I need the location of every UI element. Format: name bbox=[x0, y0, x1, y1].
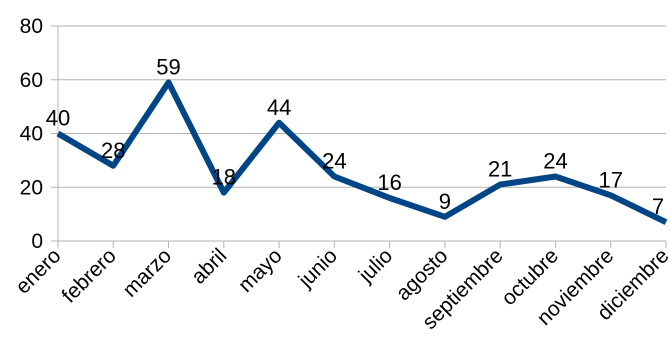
x-tick-label: febrero bbox=[57, 244, 120, 307]
x-tick-label: abril bbox=[187, 244, 231, 288]
y-tick-label: 60 bbox=[20, 69, 43, 92]
data-labels: 40 28 59 18 44 24 16 9 21 24 17 7 bbox=[46, 54, 664, 219]
y-tick-label: 80 bbox=[20, 15, 43, 38]
data-label: 44 bbox=[267, 95, 291, 120]
y-axis-ticks: 0 20 40 60 80 bbox=[20, 15, 43, 253]
data-series bbox=[56, 79, 668, 225]
data-label: 18 bbox=[212, 165, 236, 190]
x-tick-label: marzo bbox=[119, 244, 177, 302]
data-label: 21 bbox=[488, 157, 512, 182]
data-label: 16 bbox=[377, 170, 401, 195]
x-tick-label: julio bbox=[354, 244, 397, 287]
y-tick-label: 0 bbox=[31, 230, 43, 253]
data-label: 24 bbox=[322, 149, 346, 174]
data-label: 28 bbox=[101, 138, 125, 163]
y-tick-label: 20 bbox=[20, 176, 43, 199]
series-line bbox=[56, 79, 668, 225]
gridlines bbox=[51, 25, 667, 248]
data-label: 40 bbox=[46, 106, 70, 131]
x-tick-label: mayo bbox=[234, 244, 287, 297]
data-label: 59 bbox=[156, 54, 180, 79]
x-tick-label: junio bbox=[294, 244, 342, 292]
y-tick-label: 40 bbox=[20, 123, 43, 146]
data-label: 7 bbox=[652, 194, 664, 219]
data-label: 24 bbox=[543, 149, 567, 174]
data-label: 9 bbox=[439, 189, 451, 214]
data-label: 17 bbox=[598, 167, 622, 192]
